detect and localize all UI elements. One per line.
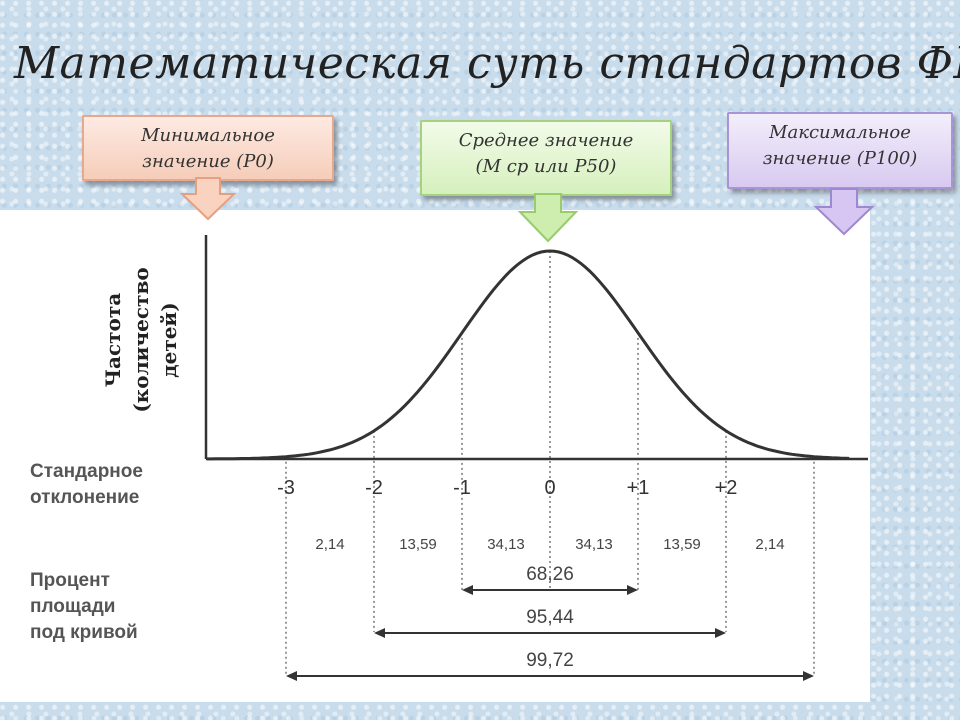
x-tick-label: +2 — [715, 477, 738, 499]
area-label-line1: Процент — [30, 570, 110, 591]
segment-percent-label: 2,14 — [755, 536, 784, 553]
segment-percent-label: 13,59 — [399, 536, 437, 553]
min-callout-line2: значение (P0) — [142, 151, 274, 173]
x-tick-label: -3 — [277, 477, 295, 499]
range-percent-label: 95,44 — [526, 607, 574, 628]
range-percent-label: 68,26 — [526, 564, 574, 585]
segment-percent-label: 2,14 — [315, 536, 344, 553]
range-arrow-right-head — [715, 628, 726, 638]
y-axis-label-line3: детей) — [157, 302, 181, 377]
segment-percent-label: 13,59 — [663, 536, 701, 553]
min-callout-line1: Минимальное — [141, 125, 275, 146]
y-axis-label-line2: (количество — [129, 267, 153, 412]
max-down-arrow-icon — [813, 188, 875, 236]
area-label-line3: под кривой — [30, 622, 138, 643]
min-down-arrow-icon — [179, 177, 237, 221]
x-axis-label-line1: Стандарное — [30, 461, 143, 482]
range-arrow-right-head — [803, 671, 814, 681]
min-value-callout: Минимальное значение (P0) — [82, 115, 334, 181]
range-arrow-left-head — [286, 671, 297, 681]
y-axis-label-line1: Частота — [101, 293, 125, 388]
segment-percent-label: 34,13 — [487, 536, 525, 553]
x-axis-label-line2: отклонение — [30, 487, 139, 508]
bell-curve — [206, 249, 850, 461]
max-value-callout: Максимальное значение (P100) — [727, 112, 953, 189]
mean-down-arrow-icon — [517, 193, 579, 243]
range-arrow-right-head — [627, 585, 638, 595]
area-label-line2: площади — [30, 596, 115, 617]
chart-panel — [0, 210, 870, 702]
slide-title: Математическая суть стандартов ФР: — [14, 38, 960, 89]
range-arrow-left-head — [374, 628, 385, 638]
mid-callout-line2: (М ср или P50) — [475, 156, 617, 178]
segment-percent-label: 34,13 — [575, 536, 613, 553]
x-tick-label: -2 — [365, 477, 383, 499]
range-arrow-left-head — [462, 585, 473, 595]
x-tick-label: +1 — [627, 477, 650, 499]
mid-callout-line1: Среднее значение — [458, 130, 634, 151]
x-tick-label: 0 — [544, 477, 555, 499]
max-callout-line1: Максимальное — [769, 122, 911, 143]
range-percent-label: 99,72 — [526, 650, 574, 671]
x-tick-label: -1 — [453, 477, 471, 499]
max-callout-line2: значение (P100) — [762, 148, 918, 170]
